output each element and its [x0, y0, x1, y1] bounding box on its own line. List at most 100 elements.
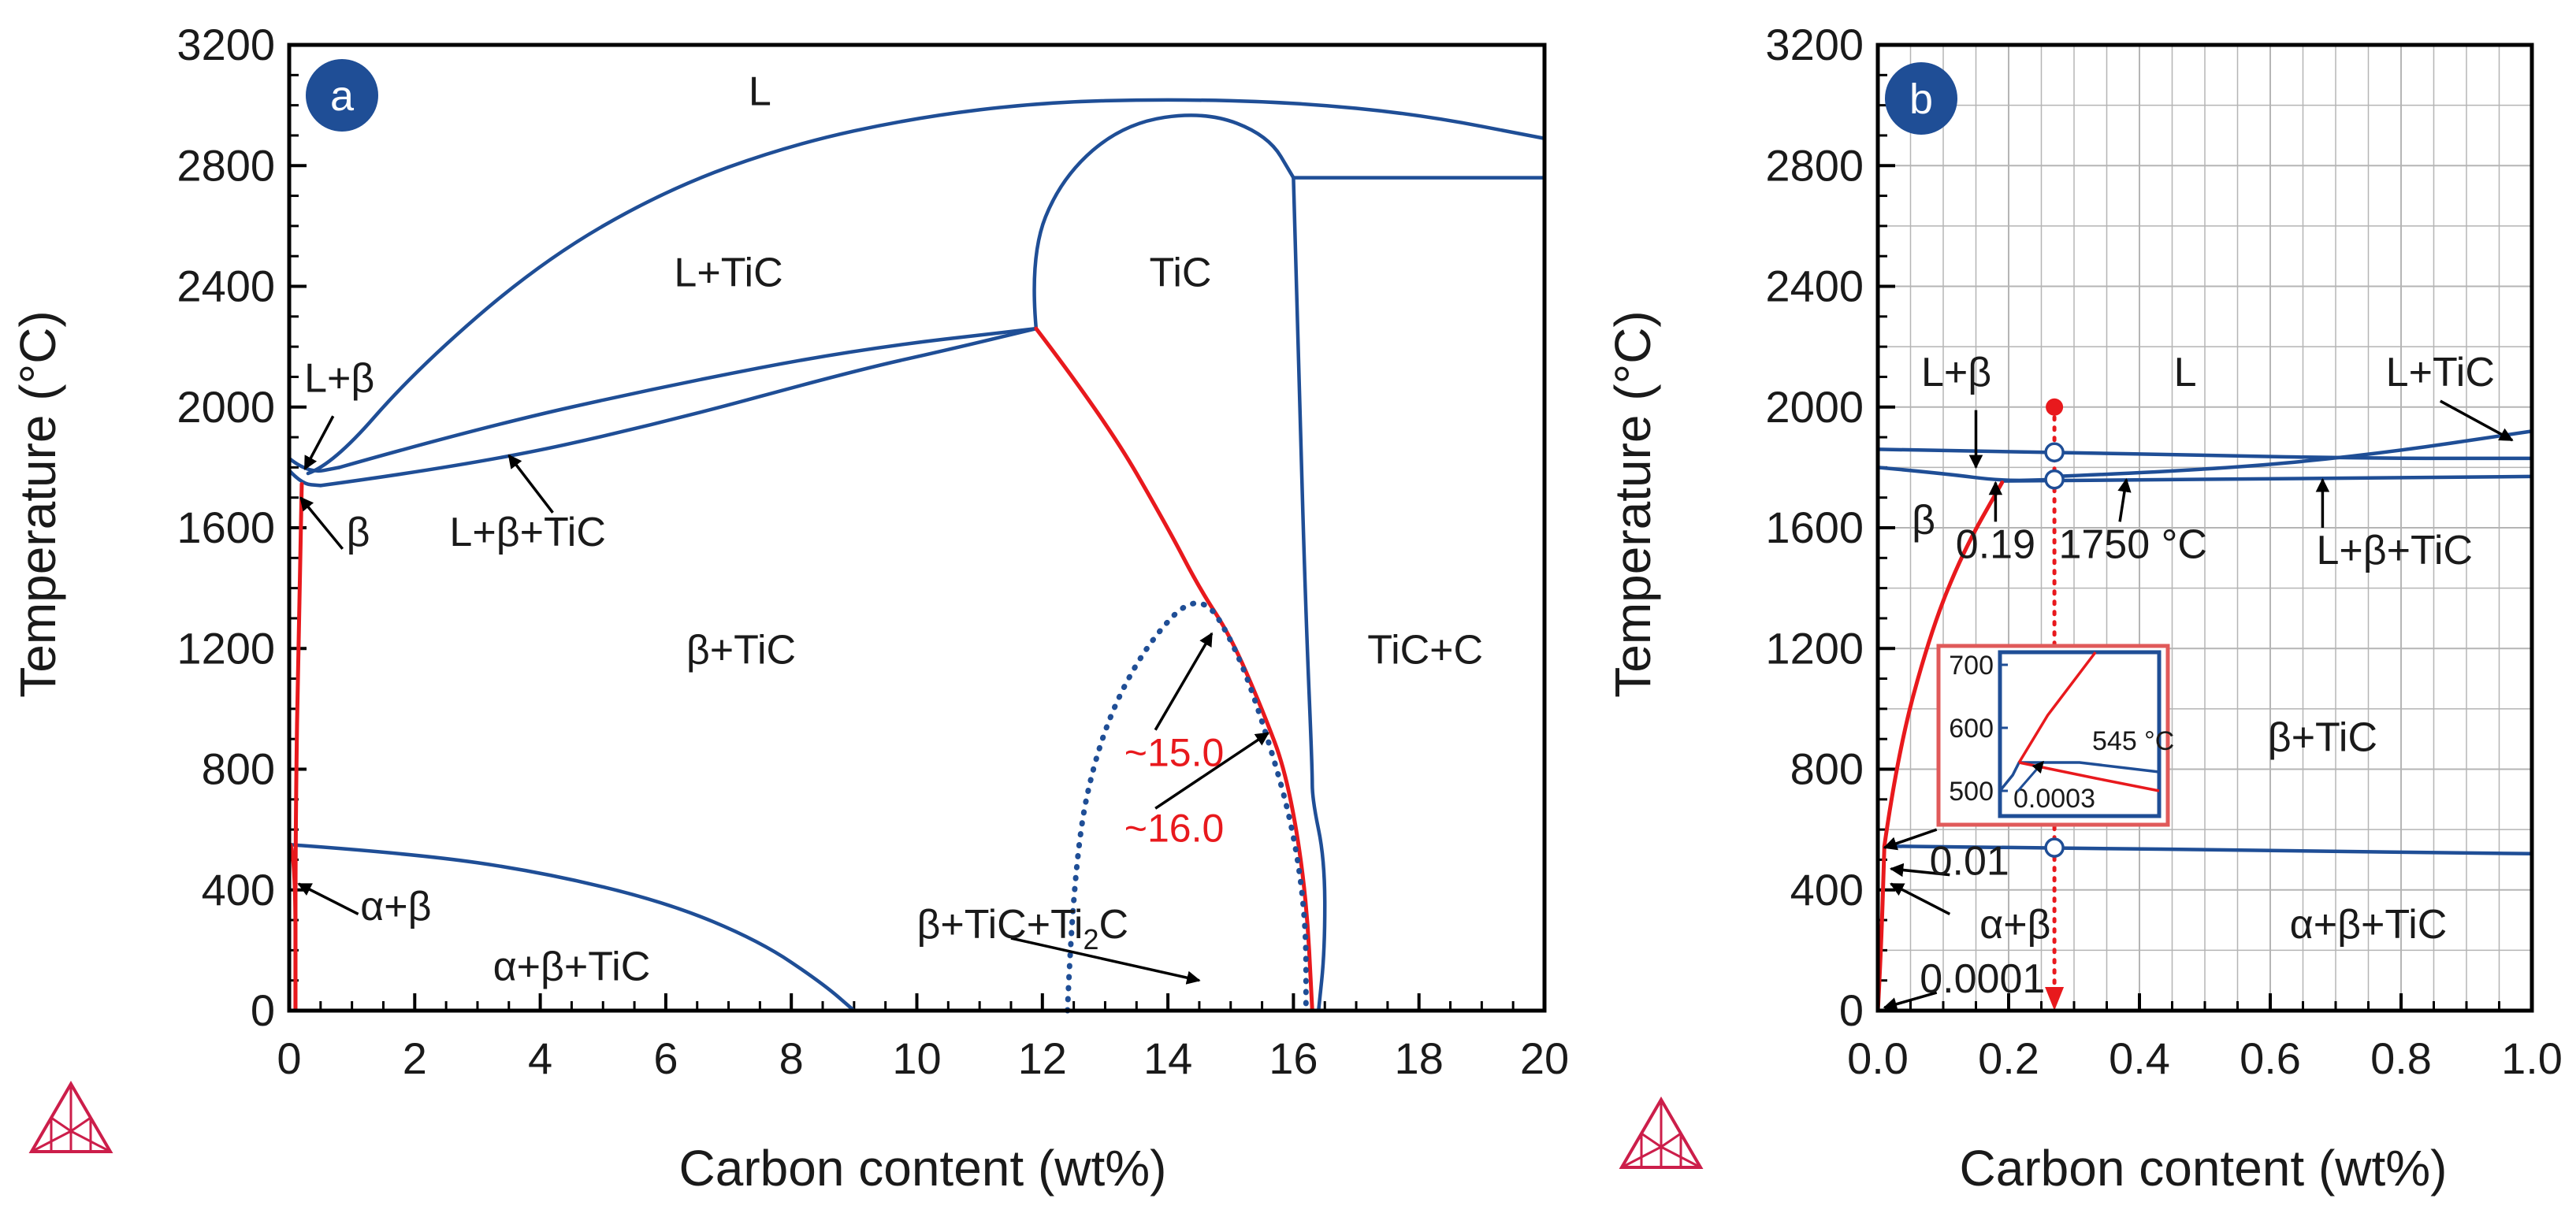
panel-b-arrows — [1883, 399, 2514, 1011]
region-label: 0.19 — [1956, 521, 2035, 567]
y-tick-label: 1200 — [1765, 623, 1864, 673]
x-tick-label: 1.0 — [2501, 1033, 2563, 1083]
region-label: L+β+TiC — [449, 510, 606, 555]
annotation-arrow — [1890, 882, 1951, 915]
region-label: L — [749, 69, 771, 115]
inset-curve — [2018, 761, 2160, 792]
panel-a-ticks: 0 2 4 6 8 10 12 14 16 18 20 0 400 800 1200 1600 2000 2400… — [177, 20, 1569, 1083]
inset-plot-frame — [1998, 650, 2162, 818]
y-tick-label: 800 — [202, 744, 275, 794]
intersection-marker — [2044, 837, 2065, 858]
region-label: β — [347, 510, 370, 555]
inset-ticks: 500 600 700 — [1949, 651, 2008, 807]
phase-boundary-curve — [1875, 447, 2534, 461]
x-tick-label: 0 — [277, 1033, 301, 1083]
y-tick-label: 0 — [251, 985, 275, 1035]
inset-arrow — [2016, 760, 2045, 792]
y-tick-label: 1600 — [1765, 503, 1864, 552]
logo-icon-b — [1619, 1096, 1704, 1169]
phase-boundary-curve — [1032, 113, 1295, 331]
region-label: 1750 °C — [2058, 521, 2206, 567]
annotation-arrow — [299, 496, 344, 550]
annotation-arrow — [1010, 937, 1201, 985]
vertical-composition-marker — [2044, 398, 2065, 1011]
region-label: α+β+TiC — [2290, 902, 2448, 948]
region-label: β+TiC — [686, 627, 796, 673]
x-tick-label: 0.4 — [2109, 1033, 2170, 1083]
y-tick-label: 2000 — [177, 382, 275, 432]
phase-boundary-curve — [306, 98, 1547, 476]
y-tick-label: 2400 — [1765, 262, 1864, 311]
panel-a-xlabel: Carbon content (wt%) — [679, 1140, 1167, 1197]
x-tick-label: 18 — [1395, 1033, 1444, 1083]
panel-b-frame — [1875, 43, 2534, 1013]
phase-boundary-curve — [2052, 429, 2534, 479]
x-tick-label: 0.8 — [2370, 1033, 2432, 1083]
region-label: α+β — [1979, 902, 2050, 948]
x-tick-label: 14 — [1143, 1033, 1192, 1083]
panel-a-curves — [287, 98, 1547, 1014]
y-tick-label: 400 — [202, 865, 275, 915]
x-tick-label: 0.6 — [2240, 1033, 2301, 1083]
annotation-arrow — [1154, 632, 1214, 731]
intersection-marker — [2044, 469, 2065, 490]
y-tick-label: 2800 — [1765, 140, 1864, 190]
y-tick-label: 2400 — [177, 262, 275, 311]
annotation-arrow — [2117, 477, 2132, 522]
y-tick-label: 0 — [1839, 985, 1864, 1035]
panel-b-ylabel: Temperature (°C) — [1604, 310, 1661, 698]
phase-boundary-curve — [287, 843, 857, 1013]
y-tick-label: 2800 — [177, 140, 275, 190]
x-tick-label: 8 — [779, 1033, 804, 1083]
annotation-arrow — [1154, 732, 1269, 810]
y-tick-label: 3200 — [177, 20, 275, 69]
phase-boundary-curve — [287, 468, 323, 488]
region-label: β+TiC — [2268, 715, 2377, 761]
y-tick-label: 1600 — [177, 503, 275, 552]
region-label: TiC — [1150, 250, 1212, 296]
panel-a-frame — [287, 43, 1547, 1013]
region-label: β — [1912, 498, 1935, 544]
panel-b: 0.0 0.2 0.4 0.6 0.8 1.0 0 400 800 1200 1600 2000 240… — [1604, 20, 2563, 1197]
x-tick-label: 10 — [892, 1033, 941, 1083]
annotation-arrow — [1883, 991, 1938, 1011]
region-label: 0.0001 — [1920, 956, 2045, 1002]
label-beta-tic-ti2c: β+TiC+Ti2C — [917, 902, 1129, 955]
inset-y-tick-label: 500 — [1949, 777, 1994, 807]
x-tick-label: 2 — [403, 1033, 427, 1083]
phase-boundary-curve — [337, 326, 1039, 469]
region-label: α+β — [360, 884, 431, 929]
down-arrow-icon — [2045, 987, 2065, 1011]
region-label: L+β+TiC — [2316, 528, 2473, 573]
inset-curve — [2017, 651, 2097, 763]
phase-boundary-curve — [1883, 844, 2534, 856]
y-tick-label: 3200 — [1765, 20, 1864, 69]
region-label: L+TiC — [674, 250, 782, 296]
x-tick-label: 20 — [1520, 1033, 1569, 1083]
x-tick-label: 6 — [653, 1033, 678, 1083]
panel-a-badge-label: a — [330, 72, 355, 120]
logo-icon-a — [28, 1081, 113, 1153]
phase-boundary-curve — [1875, 466, 2057, 483]
panel-b-badge: b — [1885, 62, 1957, 135]
inset-zoom: 500 600 700 545 °C 0.0003 — [1936, 644, 2174, 827]
phase-boundary-curve — [318, 326, 1039, 488]
panel-a-ylabel: Temperature (°C) — [9, 310, 66, 698]
y-tick-label: 2000 — [1765, 382, 1864, 432]
x-tick-label: 0.2 — [1978, 1033, 2039, 1083]
inset-label-545: 545 °C — [2092, 726, 2174, 756]
inset-y-tick-label: 700 — [1949, 651, 1994, 681]
region-label: TiC+C — [1367, 627, 1483, 673]
start-point-marker — [2046, 398, 2064, 416]
region-label: α+β+TiC — [493, 944, 651, 990]
panel-b-labels: L L+β L+TiC β 0.19 1750 °C L+β+TiC β+TiC 0.01 α+β… — [1912, 350, 2495, 1002]
phase-boundary-curve — [1292, 176, 1327, 1013]
intersection-marker — [2044, 442, 2065, 462]
x-tick-label: 12 — [1018, 1033, 1067, 1083]
y-tick-label: 800 — [1790, 744, 1864, 794]
panel-b-xlabel: Carbon content (wt%) — [1960, 1140, 2448, 1197]
phase-boundary-curve — [1882, 480, 2005, 848]
region-label: L+β — [304, 356, 374, 402]
region-label: L — [2174, 350, 2197, 395]
annotation-arrow — [303, 415, 335, 470]
